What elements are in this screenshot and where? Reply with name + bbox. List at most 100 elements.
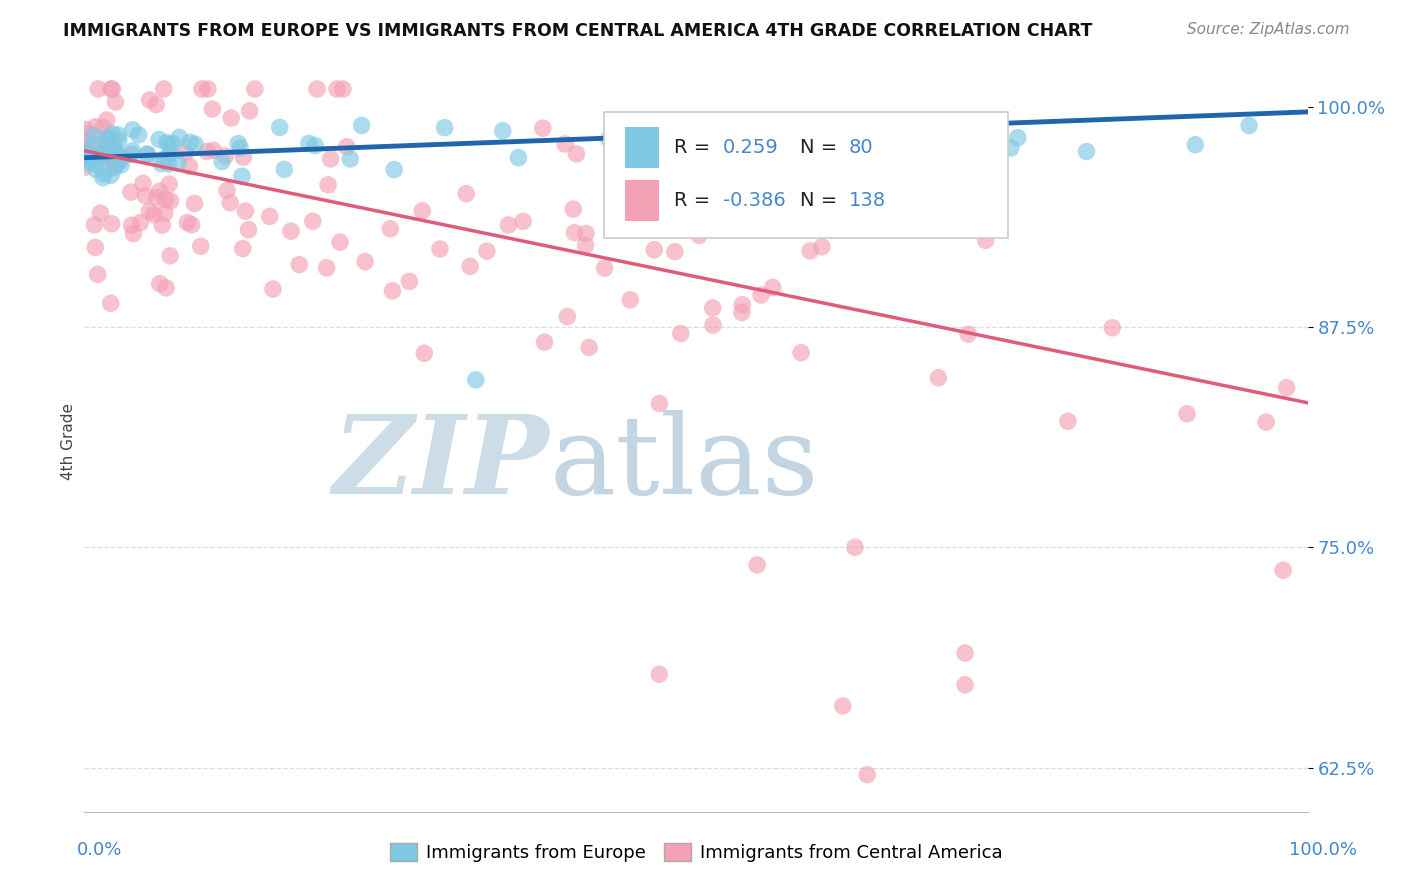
Point bbox=[110, 153, 132, 167]
Point bbox=[1101, 320, 1123, 334]
Point bbox=[702, 318, 724, 332]
Bar bbox=[626, 127, 659, 168]
Point bbox=[598, 132, 620, 146]
Point bbox=[104, 95, 127, 109]
Point bbox=[508, 151, 530, 165]
Point bbox=[1256, 415, 1278, 429]
Point bbox=[1076, 145, 1098, 159]
Point bbox=[100, 82, 122, 96]
Point bbox=[288, 258, 311, 272]
FancyBboxPatch shape bbox=[605, 112, 1008, 238]
Text: R =: R = bbox=[673, 192, 717, 211]
Point bbox=[648, 135, 671, 149]
Point bbox=[174, 145, 197, 160]
Point bbox=[150, 218, 173, 232]
Point bbox=[87, 82, 110, 96]
Point bbox=[86, 268, 108, 282]
Point bbox=[77, 153, 100, 167]
Point bbox=[856, 767, 879, 781]
Point bbox=[226, 136, 249, 151]
Point bbox=[243, 82, 266, 96]
Text: IMMIGRANTS FROM EUROPE VS IMMIGRANTS FROM CENTRAL AMERICA 4TH GRADE CORRELATION : IMMIGRANTS FROM EUROPE VS IMMIGRANTS FRO… bbox=[63, 22, 1092, 40]
Point bbox=[475, 244, 498, 259]
Point bbox=[749, 288, 772, 302]
Point bbox=[319, 152, 342, 166]
Point bbox=[332, 82, 354, 96]
Point bbox=[957, 327, 980, 342]
Point bbox=[156, 136, 179, 150]
Point bbox=[315, 260, 337, 275]
Point bbox=[336, 139, 359, 153]
Point bbox=[202, 143, 225, 157]
Point bbox=[132, 176, 155, 190]
Text: 0.259: 0.259 bbox=[723, 138, 779, 157]
Point bbox=[533, 335, 555, 350]
Point bbox=[683, 122, 706, 136]
Point bbox=[157, 157, 180, 171]
Point bbox=[564, 226, 586, 240]
Point bbox=[149, 184, 172, 198]
Point bbox=[91, 170, 114, 185]
Bar bbox=[626, 180, 659, 221]
Point bbox=[121, 123, 143, 137]
Point bbox=[176, 216, 198, 230]
Point bbox=[307, 82, 329, 96]
Point bbox=[433, 120, 456, 135]
Y-axis label: 4th Grade: 4th Grade bbox=[60, 403, 76, 480]
Point bbox=[229, 141, 252, 155]
Point bbox=[562, 202, 585, 216]
Point bbox=[799, 244, 821, 258]
Point bbox=[100, 139, 122, 153]
Point bbox=[100, 152, 122, 166]
Point bbox=[94, 135, 117, 149]
Point bbox=[301, 214, 323, 228]
Point bbox=[103, 158, 125, 172]
Point bbox=[183, 196, 205, 211]
Point bbox=[831, 698, 853, 713]
Point bbox=[96, 147, 118, 161]
Point bbox=[143, 208, 166, 222]
Point bbox=[89, 206, 111, 220]
Point bbox=[84, 240, 107, 254]
Point bbox=[381, 284, 404, 298]
Point bbox=[688, 228, 710, 243]
Point bbox=[104, 145, 127, 159]
Point bbox=[811, 240, 834, 254]
Point bbox=[855, 130, 877, 145]
Point bbox=[75, 122, 97, 136]
Point bbox=[887, 133, 910, 147]
Point bbox=[179, 160, 201, 174]
Point bbox=[648, 667, 671, 681]
Point bbox=[354, 254, 377, 268]
Point bbox=[149, 277, 172, 291]
Point bbox=[702, 301, 724, 315]
Point bbox=[179, 136, 201, 150]
Point bbox=[648, 396, 671, 410]
Point bbox=[190, 239, 212, 253]
Point bbox=[75, 143, 97, 157]
Point bbox=[75, 127, 97, 141]
Point bbox=[669, 326, 692, 341]
Point bbox=[107, 155, 129, 169]
Point bbox=[565, 146, 588, 161]
Point bbox=[82, 136, 104, 151]
Point bbox=[103, 139, 125, 153]
Point bbox=[619, 293, 641, 307]
Point bbox=[76, 146, 98, 161]
Point bbox=[150, 156, 173, 170]
Point bbox=[634, 127, 657, 141]
Point bbox=[731, 298, 754, 312]
Point bbox=[195, 145, 218, 159]
Point bbox=[98, 146, 121, 161]
Text: Source: ZipAtlas.com: Source: ZipAtlas.com bbox=[1187, 22, 1350, 37]
Point bbox=[145, 97, 167, 112]
Point bbox=[159, 146, 181, 161]
Point bbox=[77, 150, 100, 164]
Point bbox=[191, 82, 214, 96]
Text: N =: N = bbox=[800, 138, 844, 157]
Point bbox=[555, 310, 578, 324]
Text: atlas: atlas bbox=[550, 410, 818, 517]
Point bbox=[593, 261, 616, 276]
Point bbox=[155, 193, 177, 207]
Point bbox=[238, 223, 260, 237]
